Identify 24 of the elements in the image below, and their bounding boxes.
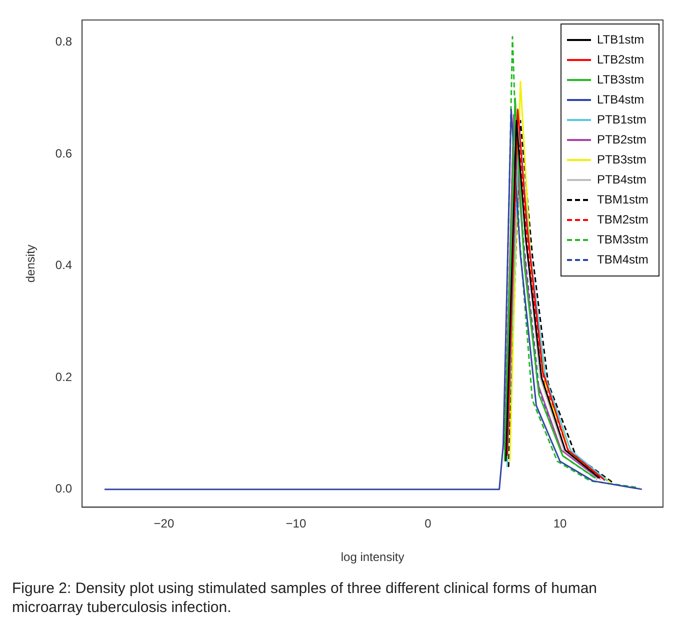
x-tick-label: −20 — [154, 516, 174, 531]
x-axis-title: log intensity — [340, 550, 404, 564]
x-tick-label: 0 — [424, 516, 432, 531]
legend-label: LTB2stm — [597, 52, 644, 66]
legend-label: PTB1stm — [597, 112, 646, 126]
x-tick-label: 10 — [553, 516, 568, 531]
legend-label: TBM4stm — [597, 252, 648, 266]
y-tick-label: 0.4 — [55, 258, 72, 272]
legend-label: PTB2stm — [597, 132, 646, 146]
y-tick-label: 0.6 — [55, 146, 72, 160]
legend-label: TBM1stm — [597, 192, 648, 206]
y-tick-label: 0.0 — [55, 482, 72, 496]
x-tick-label: −10 — [286, 516, 306, 531]
legend-label: PTB3stm — [597, 152, 646, 166]
legend-label: PTB4stm — [597, 172, 646, 186]
y-tick-label: 0.2 — [55, 370, 72, 384]
legend-label: TBM3stm — [597, 232, 648, 246]
legend-label: LTB3stm — [597, 72, 644, 86]
y-axis-title: density — [24, 244, 38, 283]
legend-label: TBM2stm — [597, 212, 648, 226]
y-tick-label: 0.8 — [55, 34, 72, 49]
legend-label: LTB4stm — [597, 92, 644, 106]
caption: Figure 2: Density plot using stimulated samples of three different clinical forms of human microarray tuberculosis infection. — [12, 579, 598, 617]
legend-label: LTB1stm — [597, 32, 644, 46]
